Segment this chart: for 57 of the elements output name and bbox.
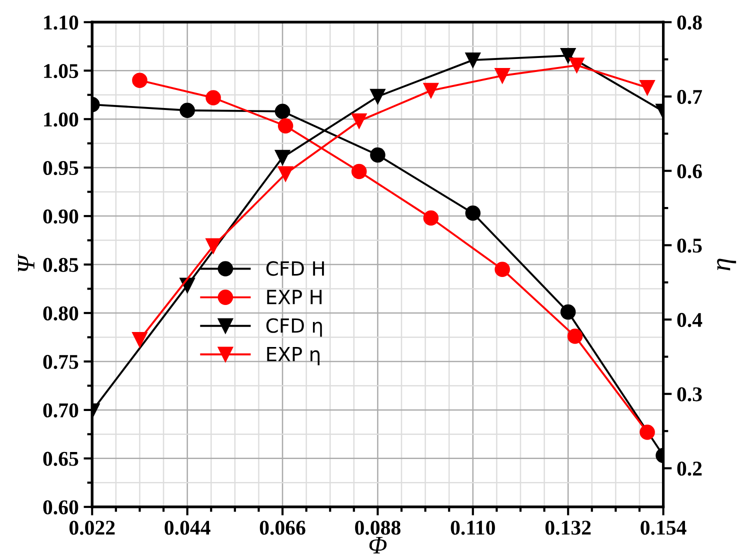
y2-tick-label: 0.8 bbox=[677, 16, 702, 30]
point bbox=[132, 72, 148, 88]
point bbox=[351, 164, 367, 180]
point bbox=[206, 90, 221, 106]
point bbox=[560, 304, 576, 320]
point bbox=[567, 328, 583, 344]
point bbox=[640, 80, 655, 96]
y-tick-label: 0.65 bbox=[43, 452, 78, 466]
legend-label: EXP H bbox=[267, 290, 322, 304]
x-tick-label: 0.044 bbox=[164, 520, 210, 535]
y2-axis-title: η bbox=[717, 258, 736, 270]
point bbox=[465, 206, 481, 221]
y-tick-label: 0.90 bbox=[43, 209, 78, 224]
y2-tick-label: 0.4 bbox=[677, 312, 702, 328]
x-tick-label: 0.132 bbox=[545, 520, 591, 535]
y2-tick-label: 0.3 bbox=[677, 387, 702, 402]
y-tick-label: 1.05 bbox=[44, 64, 78, 78]
y-tick-label: 0.60 bbox=[43, 500, 78, 514]
point bbox=[465, 52, 481, 68]
x-tick-label: 0.066 bbox=[260, 520, 306, 535]
y-axis-title: Ψ bbox=[18, 254, 34, 272]
y2-tick-label: 0.2 bbox=[677, 462, 702, 476]
point bbox=[351, 113, 367, 129]
point bbox=[370, 88, 386, 104]
point bbox=[278, 118, 294, 134]
y2-tick-label: 0.5 bbox=[677, 238, 702, 253]
y-tick-label: 0.75 bbox=[43, 354, 78, 370]
point bbox=[206, 238, 221, 254]
legend-label: EXP η bbox=[267, 347, 320, 366]
point bbox=[569, 58, 584, 73]
point bbox=[560, 48, 576, 64]
y-tick-label: 0.70 bbox=[43, 403, 78, 418]
x-tick-label: 0.154 bbox=[640, 520, 686, 535]
y-tick-label: 0.95 bbox=[43, 160, 78, 176]
point bbox=[494, 262, 510, 278]
y2-tick-label: 0.6 bbox=[677, 164, 702, 178]
point bbox=[494, 68, 510, 84]
x-axis-title: Φ bbox=[369, 536, 387, 554]
y-tick-label: 1.00 bbox=[44, 112, 78, 127]
legend-label: CFD η bbox=[266, 318, 322, 337]
point bbox=[423, 82, 439, 98]
point bbox=[640, 424, 655, 440]
y2-tick-label: 0.7 bbox=[677, 90, 702, 104]
x-tick-label: 0.022 bbox=[69, 520, 115, 535]
y-tick-label: 0.80 bbox=[43, 306, 78, 321]
point bbox=[274, 150, 290, 166]
point bbox=[180, 102, 195, 118]
point bbox=[423, 210, 439, 226]
point bbox=[278, 166, 294, 182]
point bbox=[132, 332, 148, 348]
y-tick-label: 1.10 bbox=[44, 16, 78, 30]
point bbox=[370, 147, 386, 163]
x-tick-label: 0.088 bbox=[355, 520, 400, 535]
point bbox=[274, 104, 290, 119]
x-tick-label: 0.110 bbox=[450, 520, 495, 535]
legend-label: CFD H bbox=[266, 261, 324, 276]
y-tick-label: 0.85 bbox=[43, 258, 78, 272]
